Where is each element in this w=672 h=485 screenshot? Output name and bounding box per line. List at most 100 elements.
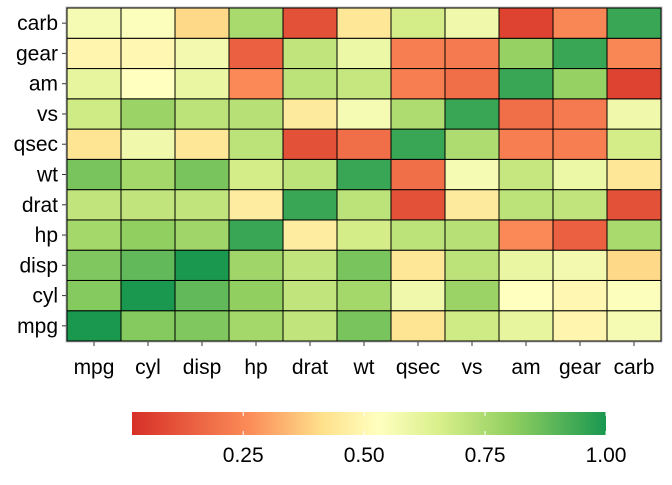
heatmap-cell-drat-drat — [282, 189, 338, 221]
heatmap-cell-carb-cyl — [120, 7, 176, 39]
heatmap-cell-carb-gear — [552, 7, 608, 39]
y-tick-label-wt: wt — [36, 164, 58, 187]
heatmap-cell-gear-carb — [606, 37, 662, 70]
heatmap-cell-hp-disp — [174, 219, 230, 251]
heatmap-cell-gear-vs — [444, 37, 500, 70]
heatmap-cell-mpg-carb — [606, 310, 662, 342]
heatmap-cell-cyl-drat — [282, 279, 338, 312]
x-tick-label-gear: gear — [559, 356, 601, 379]
x-tick-label-disp: disp — [183, 356, 222, 379]
heatmap-cell-mpg-disp — [174, 310, 230, 342]
heatmap-cell-am-gear — [552, 68, 608, 100]
heatmap-cell-mpg-drat — [282, 310, 338, 342]
heatmap-cell-cyl-qsec — [390, 279, 446, 312]
x-tick-label-carb: carb — [614, 356, 655, 379]
legend-tick-label-2: 0.75 — [465, 444, 506, 467]
heatmap-cell-gear-drat — [282, 37, 338, 70]
heatmap-cell-hp-wt — [336, 219, 392, 251]
heatmap-cell-am-disp — [174, 68, 230, 100]
heatmap-cell-carb-disp — [174, 7, 230, 39]
heatmap-cell-mpg-cyl — [120, 310, 176, 342]
heatmap-cell-drat-vs — [444, 189, 500, 221]
heatmap-cell-am-wt — [336, 68, 392, 100]
heatmap-cell-wt-drat — [282, 158, 338, 191]
heatmap-cell-vs-gear — [552, 98, 608, 130]
heatmap-cell-drat-cyl — [120, 189, 176, 221]
x-tick-label-drat: drat — [292, 356, 328, 379]
heatmap-cell-disp-am — [498, 249, 554, 281]
heatmap-cell-wt-mpg — [66, 158, 122, 191]
heatmap-cell-vs-cyl — [120, 98, 176, 130]
heatmap-cell-drat-mpg — [66, 189, 122, 221]
heatmap-cell-hp-am — [498, 219, 554, 251]
heatmap-cell-hp-vs — [444, 219, 500, 251]
heatmap-cell-am-drat — [282, 68, 338, 100]
heatmap-cell-mpg-qsec — [390, 310, 446, 342]
heatmap-cell-disp-disp — [174, 249, 230, 281]
heatmap-cell-vs-wt — [336, 98, 392, 130]
heatmap-cell-carb-hp — [228, 7, 284, 39]
heatmap-cell-gear-mpg — [66, 37, 122, 70]
heatmap-cell-cyl-gear — [552, 279, 608, 312]
heatmap-cell-vs-qsec — [390, 98, 446, 130]
y-tick-label-am: am — [29, 73, 58, 96]
legend-colorbar — [132, 412, 606, 435]
heatmap-cell-gear-disp — [174, 37, 230, 70]
heatmap-cell-drat-am — [498, 189, 554, 221]
heatmap-cell-mpg-hp — [228, 310, 284, 342]
heatmap-cell-qsec-wt — [336, 128, 392, 160]
heatmap-cell-mpg-mpg — [66, 310, 122, 342]
heatmap-cell-wt-am — [498, 158, 554, 191]
heatmap-cell-qsec-hp — [228, 128, 284, 160]
heatmap-cell-am-vs — [444, 68, 500, 100]
heatmap-cell-am-qsec — [390, 68, 446, 100]
heatmap-cell-drat-wt — [336, 189, 392, 221]
heatmap-cell-qsec-am — [498, 128, 554, 160]
y-tick-label-vs: vs — [37, 103, 58, 126]
heatmap-cell-gear-qsec — [390, 37, 446, 70]
legend-tick-label-3: 1.00 — [586, 444, 627, 467]
heatmap-cell-qsec-cyl — [120, 128, 176, 160]
x-axis-labels: mpg cyl disp hp drat wt qsec vs am gear carb — [74, 356, 655, 379]
heatmap-cell-drat-disp — [174, 189, 230, 221]
heatmap-cell-hp-gear — [552, 219, 608, 251]
x-tick-label-cyl: cyl — [135, 356, 161, 379]
heatmap-cell-qsec-drat — [282, 128, 338, 160]
heatmap-cell-vs-carb — [606, 98, 662, 130]
heatmap-cell-mpg-am — [498, 310, 554, 342]
heatmap-cell-gear-hp — [228, 37, 284, 70]
x-tick-label-mpg: mpg — [74, 356, 115, 379]
heatmap-cell-disp-wt — [336, 249, 392, 281]
color-legend: 0.25 0.50 0.75 1.00 — [132, 412, 626, 467]
heatmap-cell-cyl-hp — [228, 279, 284, 312]
heatmap-cell-vs-vs — [444, 98, 500, 130]
heatmap-cell-cyl-wt — [336, 279, 392, 312]
heatmap-cell-vs-hp — [228, 98, 284, 130]
heatmap-cell-wt-vs — [444, 158, 500, 191]
heatmap-cell-qsec-gear — [552, 128, 608, 160]
heatmap-cell-am-am — [498, 68, 554, 100]
heatmap-cell-hp-hp — [228, 219, 284, 251]
plot-frame — [62, 6, 663, 346]
y-tick-label-mpg: mpg — [17, 315, 58, 338]
heatmap-cell-drat-qsec — [390, 189, 446, 221]
y-tick-label-disp: disp — [19, 254, 58, 277]
heatmap-cell-carb-drat — [282, 7, 338, 39]
heatmap-cell-am-hp — [228, 68, 284, 100]
x-tick-label-wt: wt — [353, 356, 375, 379]
heatmap-cell-cyl-am — [498, 279, 554, 312]
heatmap-cell-mpg-wt — [336, 310, 392, 342]
heatmap-cell-qsec-qsec — [390, 128, 446, 160]
heatmap-cells — [66, 7, 662, 342]
heatmap-cell-mpg-vs — [444, 310, 500, 342]
heatmap-cell-hp-cyl — [120, 219, 176, 251]
heatmap-cell-vs-am — [498, 98, 554, 130]
heatmap-cell-gear-gear — [552, 37, 608, 70]
heatmap-cell-cyl-mpg — [66, 279, 122, 312]
heatmap-cell-qsec-mpg — [66, 128, 122, 160]
heatmap-cell-wt-cyl — [120, 158, 176, 191]
heatmap-cell-cyl-carb — [606, 279, 662, 312]
y-tick-label-gear: gear — [16, 42, 58, 65]
